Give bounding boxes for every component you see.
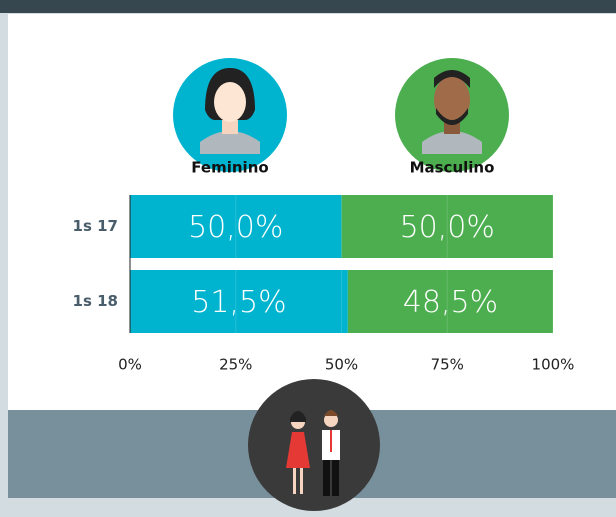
bar-segment [347,270,553,333]
value-label: 50,0% [188,210,283,245]
bar-segment [130,270,348,333]
legend-label: Masculino [410,159,495,177]
x-tick-label: 50% [325,356,358,374]
legend-label: Feminino [191,159,268,177]
bar-segment [341,195,553,258]
value-label: 48,5% [403,285,498,320]
footer-icon [248,379,380,511]
top-bar [0,0,616,13]
category-label: 1s 18 [73,292,118,310]
avatar-male [395,58,509,172]
avatar-female [173,58,287,172]
category-label: 1s 17 [73,217,118,235]
x-tick-label: 25% [219,356,252,374]
value-label: 51,5% [191,285,286,320]
x-tick-label: 100% [532,356,575,374]
bar-segment [130,195,342,258]
x-tick-label: 75% [431,356,464,374]
x-tick-label: 0% [118,356,142,374]
value-label: 50,0% [400,210,495,245]
